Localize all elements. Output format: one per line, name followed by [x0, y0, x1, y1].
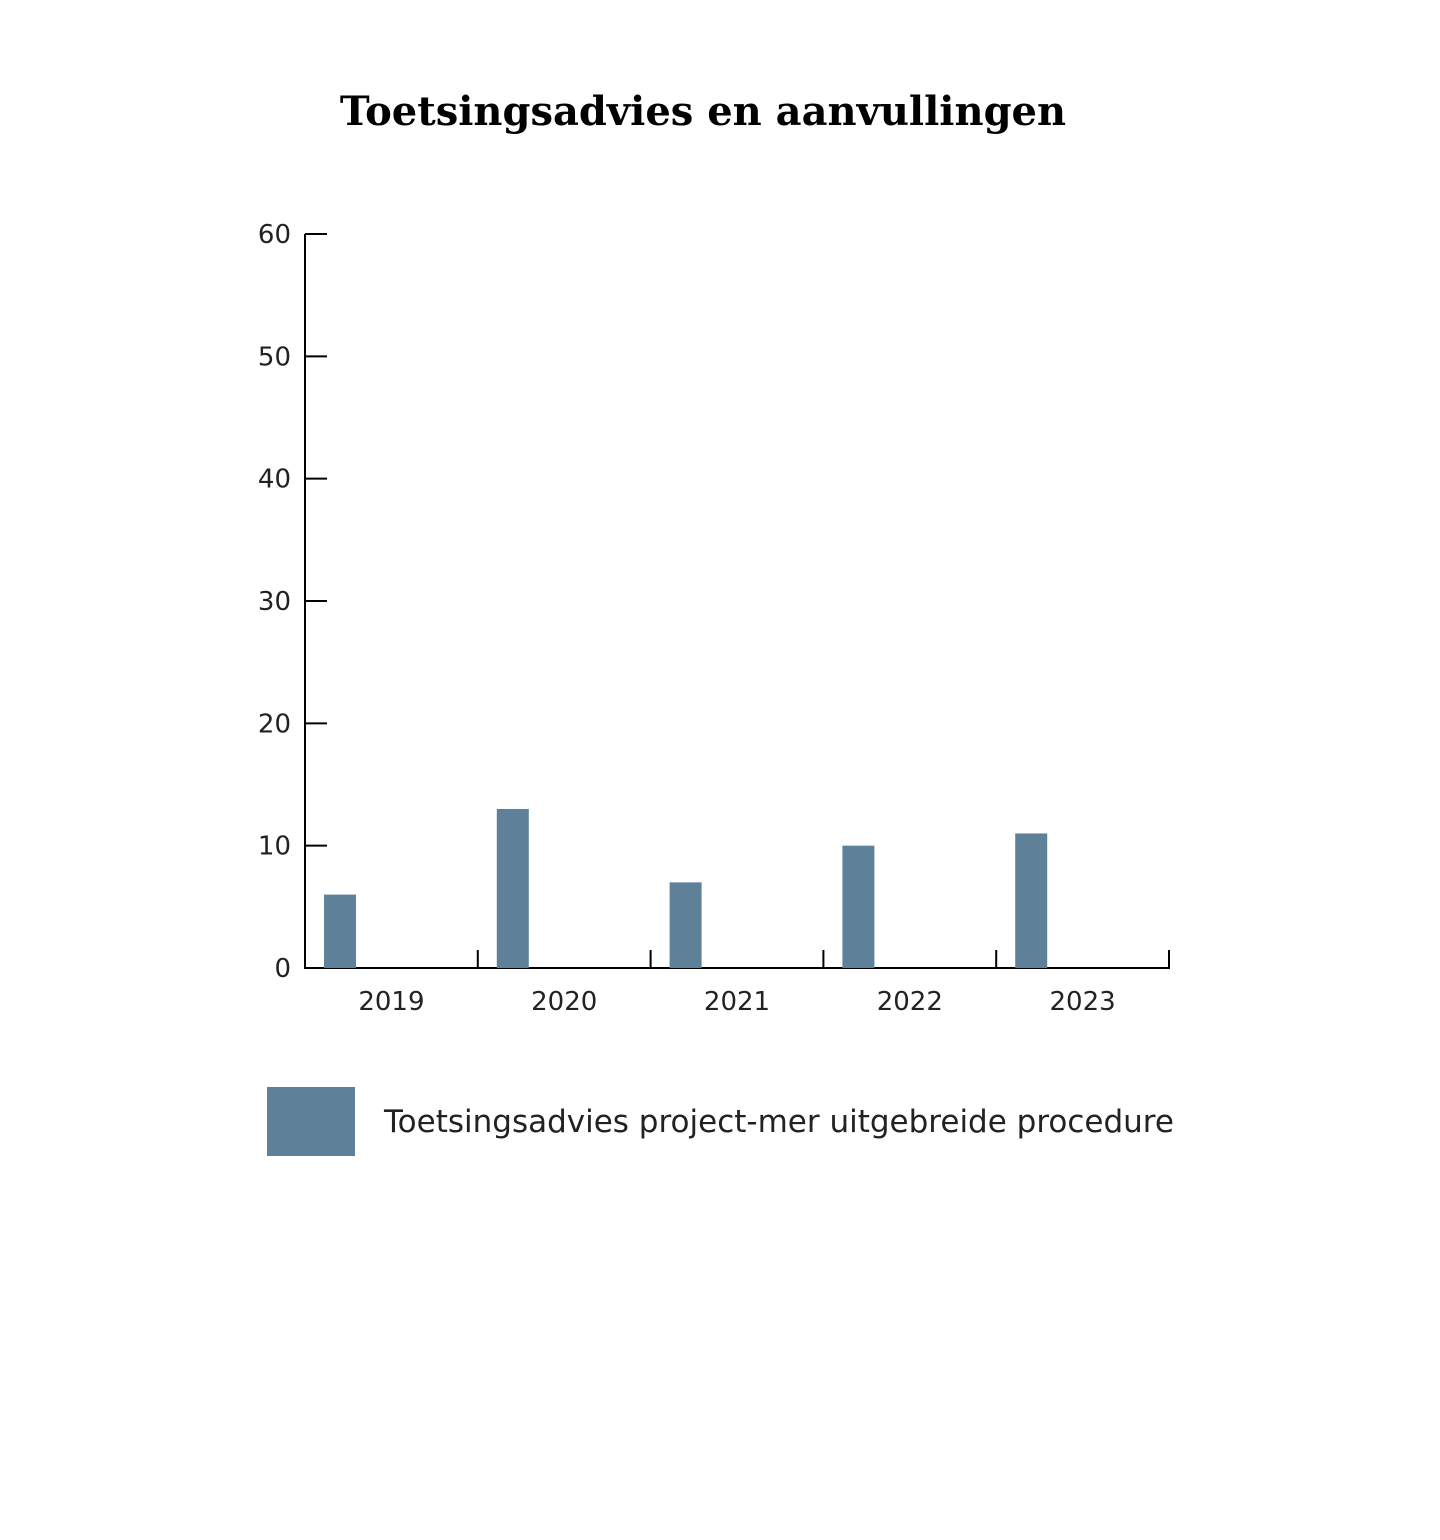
x-axis-ticks: 2019 2020 2021 2022 2023: [358, 950, 1170, 1017]
y-tick-label: 40: [258, 465, 291, 495]
y-tick-label: 60: [258, 220, 291, 250]
x-tick-label: 2021: [704, 987, 770, 1017]
y-tick-label: 0: [274, 954, 291, 984]
x-tick-label: 2023: [1050, 987, 1116, 1017]
bar: [496, 808, 529, 968]
y-axis-ticks: 0 10 20 30 40 50 60: [258, 220, 327, 984]
bar: [1015, 833, 1048, 968]
legend-label: Toetsingsadvies project-mer uitgebreide …: [384, 1103, 1174, 1140]
x-tick-label: 2022: [877, 987, 943, 1017]
y-tick-label: 10: [258, 832, 291, 862]
legend: Toetsingsadvies project-mer uitgebreide …: [267, 1087, 1174, 1156]
y-tick-label: 30: [258, 587, 291, 617]
bar: [842, 845, 875, 968]
chart-title: Toetsingsadvies en aanvullingen: [339, 88, 1067, 135]
bars: [324, 808, 1048, 968]
bar-chart: 0 10 20 30 40 50 60 2019 2020 2021 2022 2023: [258, 220, 1170, 1017]
bar: [324, 894, 356, 968]
legend-swatch: [267, 1087, 355, 1156]
y-tick-label: 20: [258, 709, 291, 739]
y-tick-label: 50: [258, 342, 291, 372]
x-tick-label: 2019: [358, 987, 424, 1017]
x-tick-label: 2020: [531, 987, 597, 1017]
bar: [669, 882, 702, 968]
